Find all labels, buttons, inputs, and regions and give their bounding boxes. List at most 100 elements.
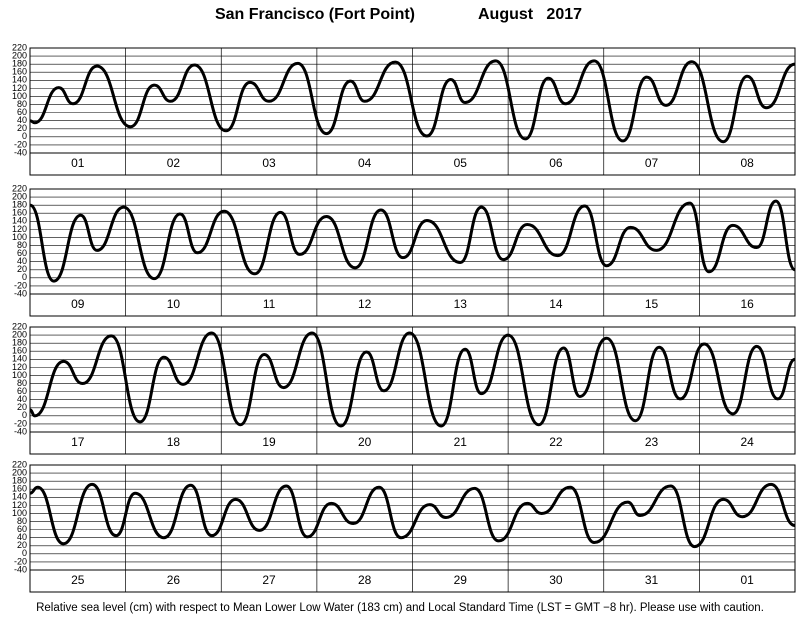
x-tick-label: 22 [549,435,563,449]
x-tick-label: 10 [167,297,181,311]
x-tick-label: 12 [358,297,372,311]
y-tick-label: 80 [17,99,27,109]
x-tick-label: 24 [741,435,755,449]
y-tick-label: 220 [12,183,27,193]
x-tick-label: 23 [645,435,659,449]
y-tick-label: 20 [17,123,27,133]
y-tick-label: 180 [12,59,27,69]
plot-frame [29,188,796,317]
tide-line [29,59,796,144]
y-tick-label: 180 [12,338,27,348]
x-tick-label: 16 [741,297,755,311]
y-tick-label: 220 [12,42,27,52]
tide-line [29,331,796,428]
x-tick-label: 15 [645,297,659,311]
y-tick-label: 160 [12,67,27,77]
x-tick-label: 17 [71,435,85,449]
chart-title: San Francisco (Fort Point) [215,6,415,23]
y-tick-label: 20 [17,540,27,550]
y-tick-label: 100 [12,232,27,242]
x-tick-label: 27 [262,573,276,587]
x-tick-label: 04 [358,156,372,170]
y-tick-label: 0 [22,131,27,141]
y-tick-label: 160 [12,484,27,494]
y-tick-label: -20 [14,556,27,566]
x-tick-label: 19 [262,435,276,449]
x-tick-label: 05 [454,156,468,170]
y-tick-label: -40 [14,564,27,574]
y-tick-label: 60 [17,248,27,258]
y-tick-label: -40 [14,147,27,157]
plot-frame [29,326,796,455]
y-tick-label: 0 [22,548,27,558]
y-tick-label: 200 [12,467,27,477]
y-tick-label: 20 [17,264,27,274]
y-tick-label: 80 [17,378,27,388]
y-tick-label: 100 [12,91,27,101]
x-tick-label: 31 [645,573,659,587]
y-tick-label: 220 [12,459,27,469]
y-tick-label: 40 [17,532,27,542]
x-tick-label: 08 [741,156,755,170]
y-tick-label: 160 [12,208,27,218]
plot-frame [29,464,796,593]
y-tick-label: 80 [17,240,27,250]
x-tick-label: 18 [167,435,181,449]
y-tick-label: 140 [12,216,27,226]
x-tick-label: 09 [71,297,85,311]
x-tick-label: 01 [741,573,755,587]
x-tick-label: 07 [645,156,659,170]
x-tick-label: 28 [358,573,372,587]
y-tick-label: 0 [22,410,27,420]
y-tick-label: 60 [17,524,27,534]
x-tick-label: 03 [262,156,276,170]
y-tick-label: 120 [12,362,27,372]
y-tick-label: 20 [17,402,27,412]
x-tick-label: 13 [454,297,468,311]
y-tick-label: 160 [12,346,27,356]
y-tick-label: 140 [12,354,27,364]
y-tick-label: -40 [14,426,27,436]
y-tick-label: 180 [12,476,27,486]
x-tick-label: 14 [549,297,563,311]
x-tick-label: 20 [358,435,372,449]
y-tick-label: 140 [12,492,27,502]
y-tick-label: 120 [12,224,27,234]
plot-frame [29,47,796,176]
x-tick-label: 25 [71,573,85,587]
y-tick-label: 200 [12,191,27,201]
y-tick-label: 200 [12,50,27,60]
y-tick-label: -20 [14,418,27,428]
x-tick-label: 11 [263,297,276,311]
x-tick-label: 02 [167,156,181,170]
y-tick-label: 140 [12,75,27,85]
y-tick-label: 60 [17,107,27,117]
y-tick-label: 220 [12,321,27,331]
y-tick-label: 120 [12,500,27,510]
x-tick-label: 30 [549,573,563,587]
y-tick-label: 120 [12,83,27,93]
y-tick-label: 80 [17,516,27,526]
y-tick-label: 100 [12,508,27,518]
y-tick-label: 180 [12,200,27,210]
y-tick-label: -20 [14,139,27,149]
x-tick-label: 21 [454,435,468,449]
y-tick-label: 40 [17,394,27,404]
x-tick-label: 29 [454,573,468,587]
footnote: Relative sea level (cm) with respect to … [36,602,764,614]
y-tick-label: 0 [22,272,27,282]
y-tick-label: 100 [12,370,27,380]
y-tick-label: -20 [14,280,27,290]
y-tick-label: 200 [12,329,27,339]
tide-line [29,199,796,283]
x-tick-label: 26 [167,573,181,587]
y-tick-label: -40 [14,288,27,298]
tide-line [29,482,796,549]
y-tick-label: 60 [17,386,27,396]
y-tick-label: 40 [17,115,27,125]
x-tick-label: 01 [71,156,85,170]
y-tick-label: 40 [17,256,27,266]
chart-date: August 2017 [478,6,582,23]
